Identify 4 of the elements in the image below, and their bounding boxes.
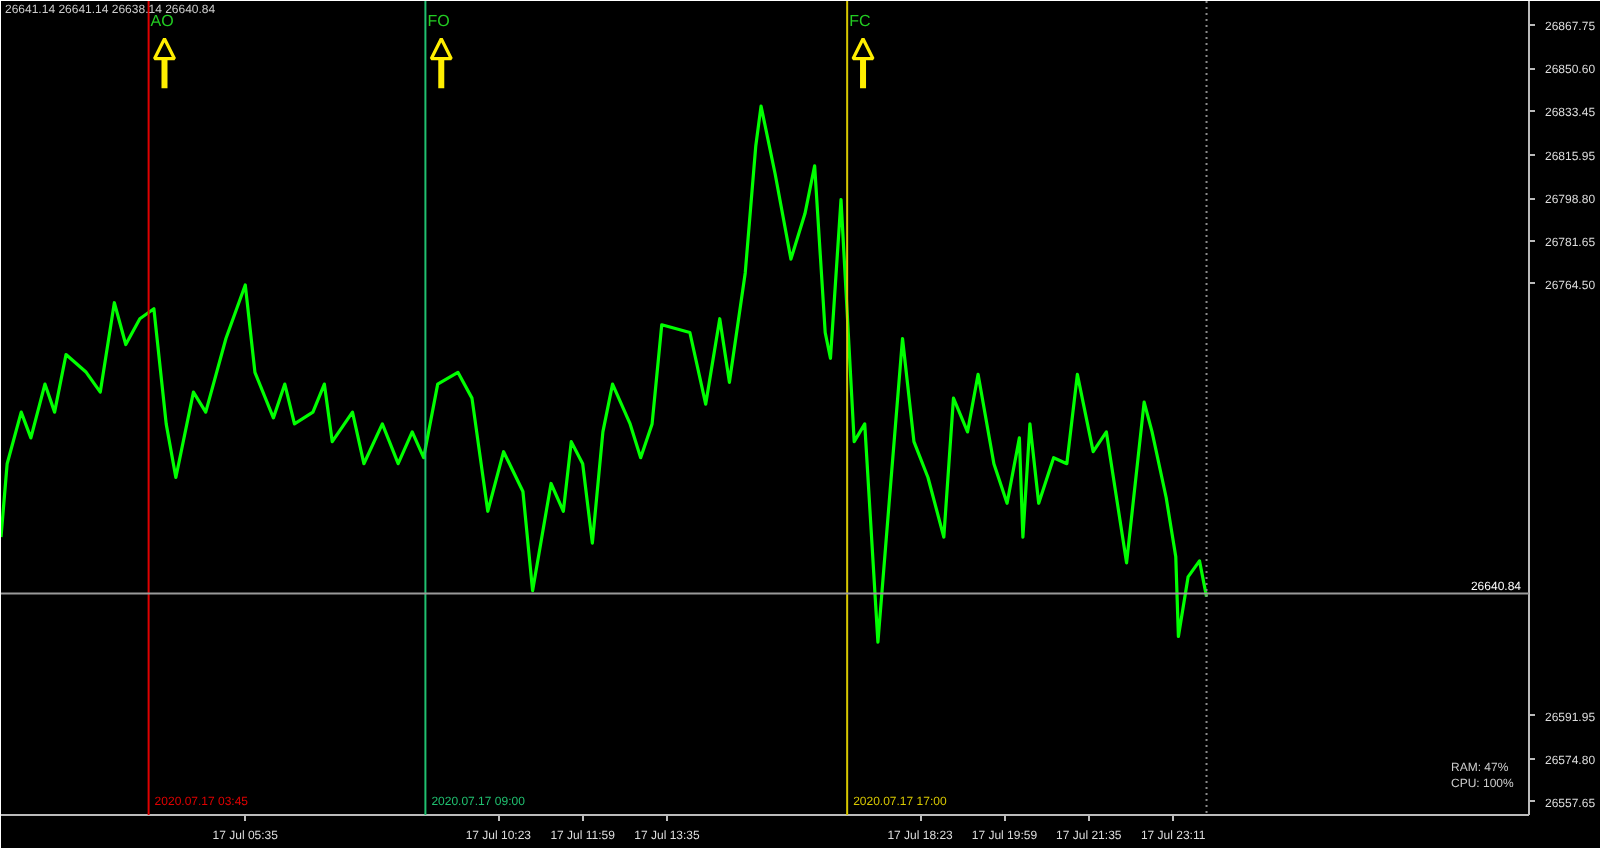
ref-line-label: FO <box>427 11 450 30</box>
line-series <box>1 104 1209 644</box>
ref-line-label: AO <box>150 11 174 30</box>
ref-line-label: FC <box>849 11 871 30</box>
